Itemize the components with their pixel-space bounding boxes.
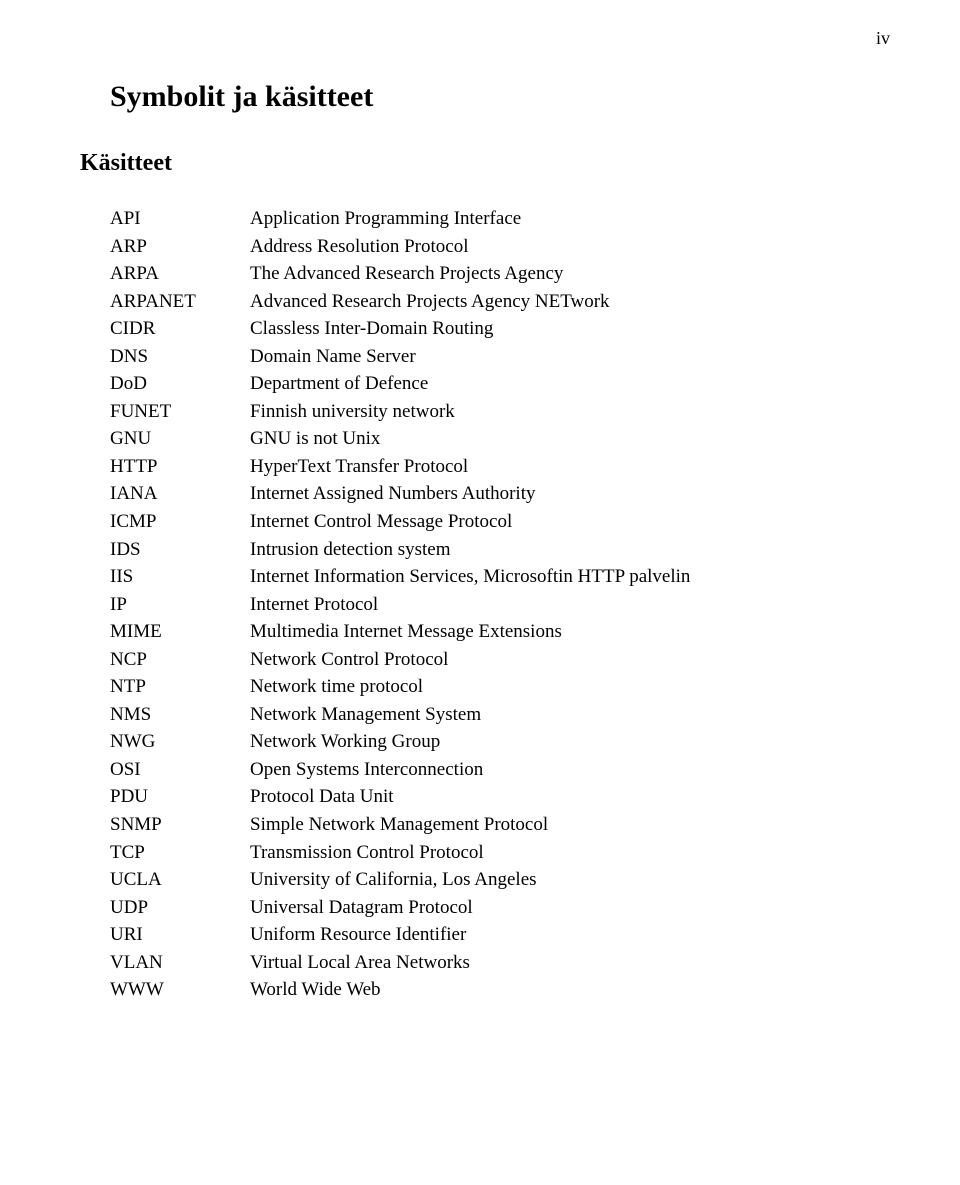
definition-row: DNSDomain Name Server: [110, 343, 880, 371]
definition-text: Address Resolution Protocol: [250, 233, 880, 261]
definition-text: Multimedia Internet Message Extensions: [250, 618, 880, 646]
definition-text: Domain Name Server: [250, 343, 880, 371]
definition-row: ARPAThe Advanced Research Projects Agenc…: [110, 260, 880, 288]
definition-row: HTTPHyperText Transfer Protocol: [110, 453, 880, 481]
abbreviation: URI: [110, 921, 250, 949]
definition-text: World Wide Web: [250, 976, 880, 1004]
definitions-list: APIApplication Programming InterfaceARPA…: [110, 205, 880, 1004]
abbreviation: CIDR: [110, 315, 250, 343]
definition-text: Virtual Local Area Networks: [250, 949, 880, 977]
definition-text: University of California, Los Angeles: [250, 866, 880, 894]
page-number: iv: [876, 28, 890, 49]
abbreviation: API: [110, 205, 250, 233]
definition-row: MIMEMultimedia Internet Message Extensio…: [110, 618, 880, 646]
abbreviation: SNMP: [110, 811, 250, 839]
definition-text: HyperText Transfer Protocol: [250, 453, 880, 481]
abbreviation: MIME: [110, 618, 250, 646]
definition-text: Uniform Resource Identifier: [250, 921, 880, 949]
definition-row: APIApplication Programming Interface: [110, 205, 880, 233]
abbreviation: HTTP: [110, 453, 250, 481]
definition-text: Internet Control Message Protocol: [250, 508, 880, 536]
abbreviation: NMS: [110, 701, 250, 729]
definition-row: IPInternet Protocol: [110, 591, 880, 619]
definition-row: VLANVirtual Local Area Networks: [110, 949, 880, 977]
definition-row: FUNETFinnish university network: [110, 398, 880, 426]
definition-row: TCPTransmission Control Protocol: [110, 839, 880, 867]
definition-row: ARPANETAdvanced Research Projects Agency…: [110, 288, 880, 316]
abbreviation: PDU: [110, 783, 250, 811]
definition-text: Simple Network Management Protocol: [250, 811, 880, 839]
definition-row: NCPNetwork Control Protocol: [110, 646, 880, 674]
definition-row: IANAInternet Assigned Numbers Authority: [110, 480, 880, 508]
abbreviation: NCP: [110, 646, 250, 674]
definition-text: Network Management System: [250, 701, 880, 729]
page: iv Symbolit ja käsitteet Käsitteet APIAp…: [0, 0, 960, 1185]
definition-row: UDPUniversal Datagram Protocol: [110, 894, 880, 922]
definition-text: Department of Defence: [250, 370, 880, 398]
definition-text: Classless Inter-Domain Routing: [250, 315, 880, 343]
abbreviation: ARPA: [110, 260, 250, 288]
definition-text: The Advanced Research Projects Agency: [250, 260, 880, 288]
definition-text: Protocol Data Unit: [250, 783, 880, 811]
definition-text: Internet Protocol: [250, 591, 880, 619]
definition-text: Network Working Group: [250, 728, 880, 756]
definition-row: NMSNetwork Management System: [110, 701, 880, 729]
definition-text: Internet Assigned Numbers Authority: [250, 480, 880, 508]
definition-row: WWWWorld Wide Web: [110, 976, 880, 1004]
definition-text: Transmission Control Protocol: [250, 839, 880, 867]
abbreviation: ARP: [110, 233, 250, 261]
abbreviation: DoD: [110, 370, 250, 398]
definition-row: ICMPInternet Control Message Protocol: [110, 508, 880, 536]
definition-row: CIDRClassless Inter-Domain Routing: [110, 315, 880, 343]
abbreviation: WWW: [110, 976, 250, 1004]
definition-row: SNMP Simple Network Management Protocol: [110, 811, 880, 839]
abbreviation: IDS: [110, 536, 250, 564]
abbreviation: UCLA: [110, 866, 250, 894]
definition-row: OSIOpen Systems Interconnection: [110, 756, 880, 784]
abbreviation: UDP: [110, 894, 250, 922]
definition-text: Finnish university network: [250, 398, 880, 426]
definition-row: NTPNetwork time protocol: [110, 673, 880, 701]
abbreviation: IANA: [110, 480, 250, 508]
abbreviation: IIS: [110, 563, 250, 591]
definition-text: Internet Information Services, Microsoft…: [250, 563, 880, 591]
page-title: Symbolit ja käsitteet: [110, 80, 880, 114]
definition-row: PDU Protocol Data Unit: [110, 783, 880, 811]
abbreviation: ARPANET: [110, 288, 250, 316]
definition-row: GNUGNU is not Unix: [110, 425, 880, 453]
abbreviation: NTP: [110, 673, 250, 701]
definition-text: Open Systems Interconnection: [250, 756, 880, 784]
abbreviation: FUNET: [110, 398, 250, 426]
definition-text: Application Programming Interface: [250, 205, 880, 233]
definition-row: ARPAddress Resolution Protocol: [110, 233, 880, 261]
abbreviation: DNS: [110, 343, 250, 371]
definition-row: UCLAUniversity of California, Los Angele…: [110, 866, 880, 894]
abbreviation: TCP: [110, 839, 250, 867]
abbreviation: NWG: [110, 728, 250, 756]
definition-row: IISInternet Information Services, Micros…: [110, 563, 880, 591]
subtitle: Käsitteet: [80, 150, 880, 177]
definition-row: IDSIntrusion detection system: [110, 536, 880, 564]
definition-text: Intrusion detection system: [250, 536, 880, 564]
abbreviation: GNU: [110, 425, 250, 453]
definition-text: Network Control Protocol: [250, 646, 880, 674]
abbreviation: OSI: [110, 756, 250, 784]
definition-row: NWGNetwork Working Group: [110, 728, 880, 756]
definition-text: Network time protocol: [250, 673, 880, 701]
abbreviation: VLAN: [110, 949, 250, 977]
definition-row: URIUniform Resource Identifier: [110, 921, 880, 949]
abbreviation: IP: [110, 591, 250, 619]
definition-row: DoDDepartment of Defence: [110, 370, 880, 398]
definition-text: Advanced Research Projects Agency NETwor…: [250, 288, 880, 316]
definition-text: Universal Datagram Protocol: [250, 894, 880, 922]
abbreviation: ICMP: [110, 508, 250, 536]
definition-text: GNU is not Unix: [250, 425, 880, 453]
